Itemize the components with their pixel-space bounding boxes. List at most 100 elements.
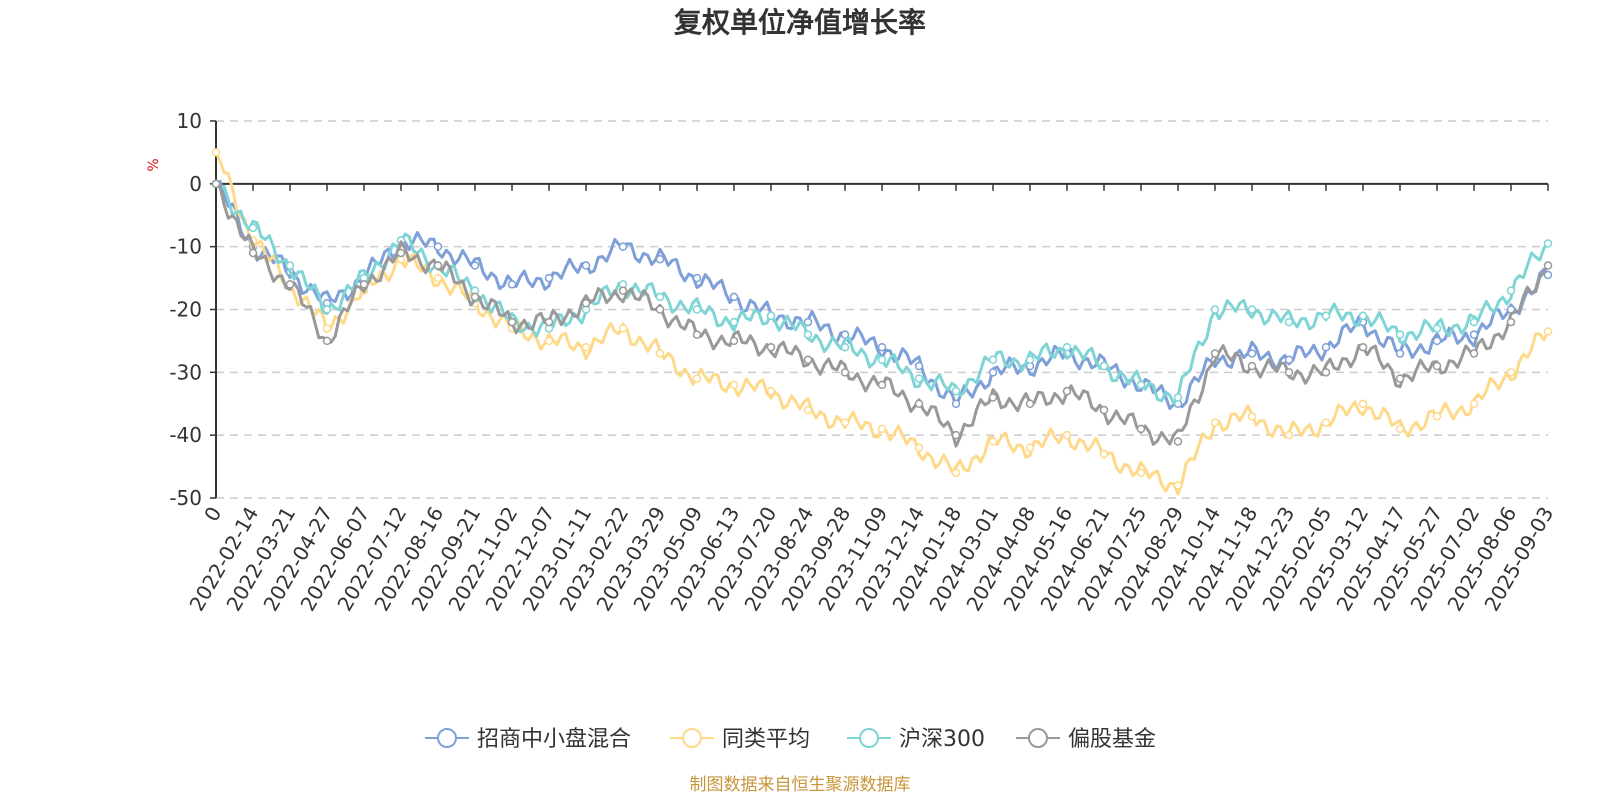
y-tick-labels: 10 0 -10 -20 -30 -40 -50 xyxy=(169,109,202,510)
data-point xyxy=(359,280,369,289)
data-point xyxy=(729,317,739,327)
data-point xyxy=(951,468,961,478)
data-point xyxy=(914,443,924,452)
data-point xyxy=(1062,342,1072,352)
data-point xyxy=(1469,399,1479,408)
legend-item[interactable]: 沪深300 xyxy=(847,727,985,752)
series-line xyxy=(214,151,1550,496)
data-point xyxy=(1321,368,1331,377)
data-point xyxy=(211,179,221,189)
data-point xyxy=(1210,349,1220,358)
data-point xyxy=(1284,355,1294,365)
series-line xyxy=(215,182,1550,448)
y-tick-label: -10 xyxy=(169,235,202,259)
data-source-note: 制图数据来自恒生聚源数据库 xyxy=(690,775,911,795)
data-point xyxy=(914,361,924,371)
y-tick-label: -40 xyxy=(169,423,202,447)
data-point xyxy=(618,286,628,295)
data-point xyxy=(1210,418,1220,427)
data-point xyxy=(840,342,850,352)
data-point xyxy=(914,374,924,383)
data-point xyxy=(544,273,554,283)
data-point xyxy=(1247,305,1257,314)
data-point xyxy=(988,437,998,446)
data-point xyxy=(655,349,665,358)
data-point xyxy=(655,254,665,264)
data-point xyxy=(803,405,813,415)
data-point xyxy=(803,317,813,327)
data-point xyxy=(692,374,702,383)
data-point xyxy=(988,393,998,402)
data-point xyxy=(1469,330,1479,339)
data-point xyxy=(729,292,739,302)
data-point xyxy=(581,261,591,270)
y-tick-label: -20 xyxy=(169,298,202,322)
data-point xyxy=(692,305,702,314)
data-point xyxy=(692,330,702,339)
legend-marker-icon xyxy=(859,728,879,748)
chart-title: 复权单位净值增长率 xyxy=(674,6,926,39)
data-point xyxy=(1247,349,1257,358)
legend-label: 同类平均 xyxy=(722,727,810,752)
data-point xyxy=(285,261,295,270)
legend-marker-icon xyxy=(437,728,457,748)
data-point xyxy=(285,280,295,289)
legend-marker-icon xyxy=(682,728,702,748)
data-point xyxy=(1358,342,1368,352)
data-point xyxy=(1284,430,1294,440)
data-point xyxy=(729,380,739,390)
data-point xyxy=(1506,286,1516,295)
data-point xyxy=(803,330,813,339)
data-point xyxy=(322,305,332,314)
legend-label: 沪深300 xyxy=(899,727,985,752)
data-point xyxy=(1543,261,1553,270)
data-point xyxy=(951,386,961,396)
y-tick-label: 0 xyxy=(189,172,202,196)
data-point xyxy=(1395,349,1405,358)
legend[interactable]: 招商中小盘混合 同类平均 沪深300 偏股基金 xyxy=(425,727,1156,752)
legend-item[interactable]: 招商中小盘混合 xyxy=(425,727,631,752)
data-point xyxy=(1173,437,1183,446)
data-point xyxy=(1358,311,1368,321)
data-point xyxy=(655,292,665,302)
data-point xyxy=(1025,443,1035,452)
data-point xyxy=(1395,424,1405,434)
data-point xyxy=(1543,327,1553,336)
data-point xyxy=(803,355,813,365)
data-point xyxy=(1062,386,1072,396)
data-point xyxy=(1099,449,1109,459)
data-point xyxy=(1025,355,1035,365)
data-point xyxy=(877,355,887,365)
data-point xyxy=(1284,317,1294,327)
data-point xyxy=(988,368,998,377)
data-point xyxy=(1173,393,1183,402)
data-point xyxy=(1136,380,1146,390)
data-point xyxy=(581,342,591,352)
legend-item[interactable]: 同类平均 xyxy=(670,727,810,752)
y-tick-label: -30 xyxy=(169,360,202,384)
data-point xyxy=(1136,468,1146,478)
data-point xyxy=(544,317,554,327)
data-point xyxy=(840,368,850,377)
data-point xyxy=(618,324,628,333)
data-point xyxy=(507,317,517,327)
y-tick-label: -50 xyxy=(169,486,202,510)
data-point xyxy=(1506,368,1516,377)
data-point xyxy=(618,242,628,251)
data-point xyxy=(655,305,665,314)
data-point xyxy=(1469,317,1479,327)
legend-item[interactable]: 偏股基金 xyxy=(1016,727,1156,752)
data-point xyxy=(470,292,480,302)
data-point xyxy=(1321,311,1331,321)
data-point xyxy=(1395,330,1405,339)
data-point xyxy=(1062,430,1072,440)
data-point xyxy=(1395,374,1405,383)
data-point xyxy=(951,430,961,440)
data-point xyxy=(1543,270,1553,280)
data-point xyxy=(1099,361,1109,371)
data-point xyxy=(1247,412,1257,421)
gridlines xyxy=(216,120,1548,499)
data-point xyxy=(1210,305,1220,314)
series-lines xyxy=(211,148,1553,496)
data-point xyxy=(433,273,443,283)
